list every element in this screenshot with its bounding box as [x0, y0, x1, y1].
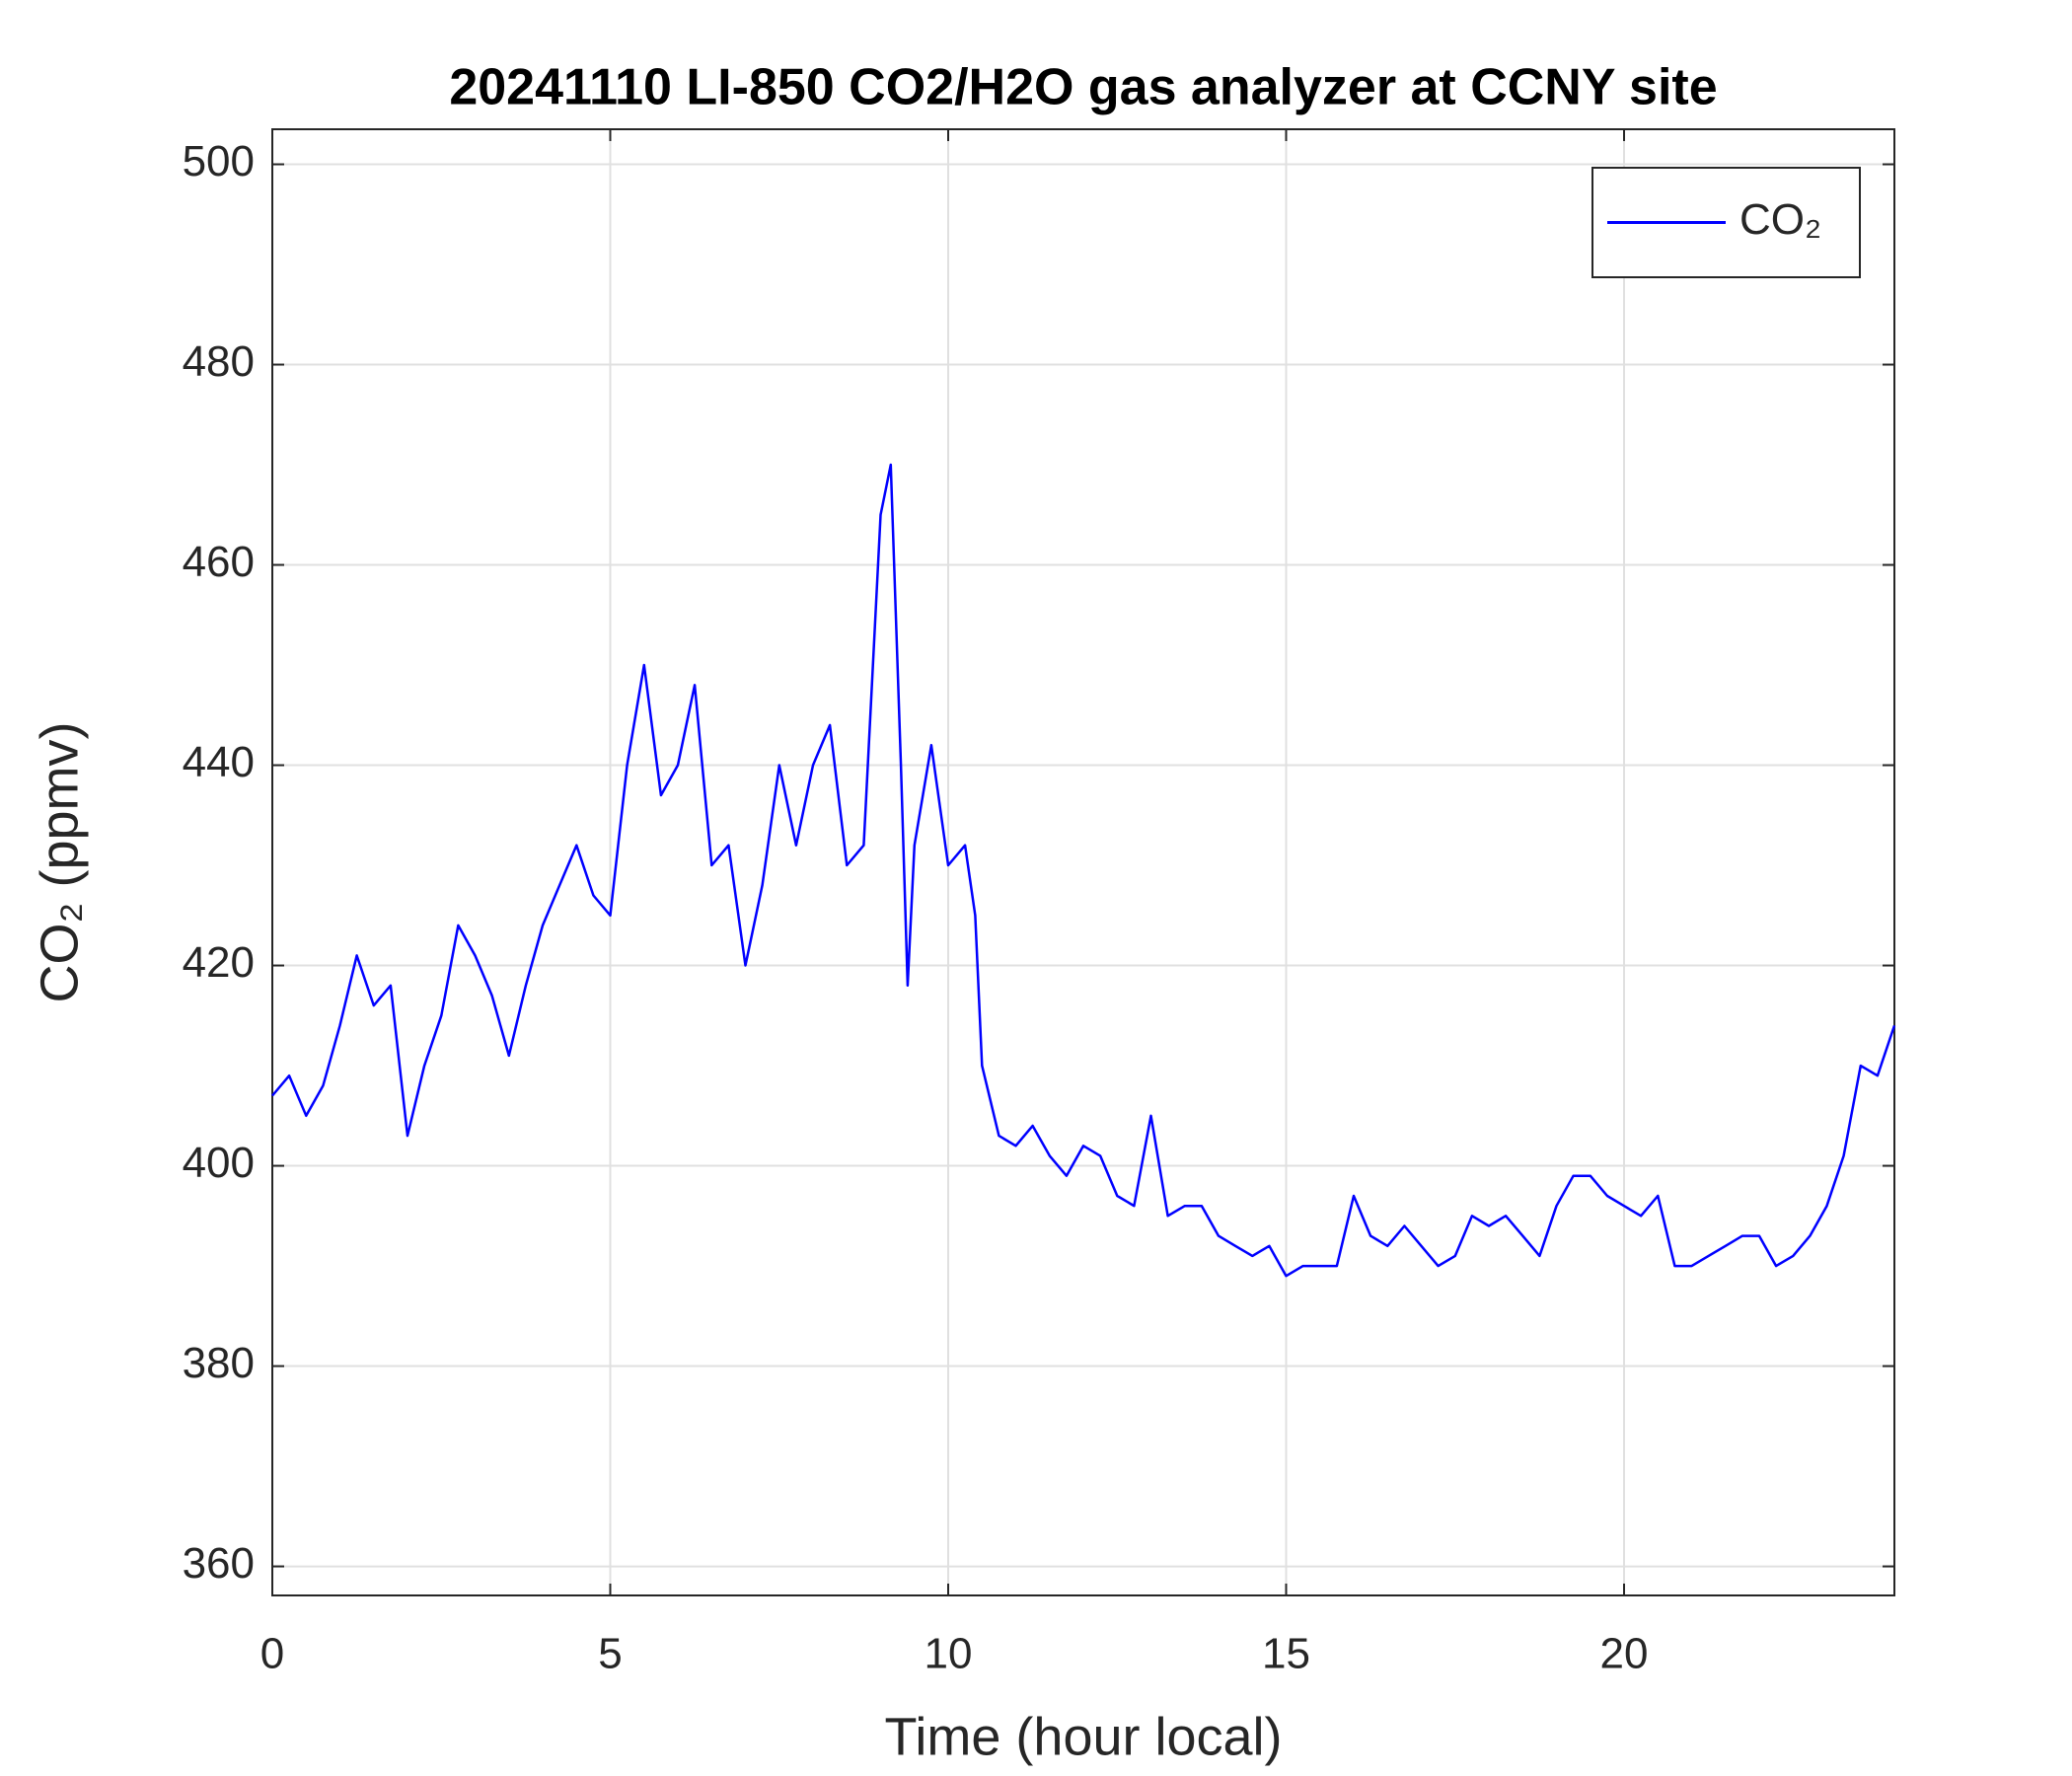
- y-tick-label: 480: [183, 337, 255, 386]
- y-tick-label: 500: [183, 137, 255, 185]
- plot-frame: [271, 128, 1895, 1596]
- y-axis-label: CO₂ (ppmv): [30, 722, 89, 1003]
- chart-title: 20241110 LI-850 CO2/H2O gas analyzer at …: [449, 59, 1717, 116]
- x-tick-label: 20: [1600, 1630, 1649, 1678]
- x-tick-label: 15: [1262, 1630, 1310, 1678]
- y-tick-label: 420: [183, 938, 255, 987]
- y-tick-label: 400: [183, 1139, 255, 1187]
- x-axis-label: Time (hour local): [884, 1707, 1282, 1766]
- legend-label: CO₂: [1739, 195, 1821, 244]
- x-tick-label: 5: [598, 1630, 622, 1678]
- y-tick-label: 460: [183, 538, 255, 586]
- x-tick-label: 10: [925, 1630, 973, 1678]
- y-tick-label: 440: [183, 738, 255, 786]
- data-line: [271, 463, 1896, 1278]
- y-tick-label: 360: [183, 1539, 255, 1588]
- x-tick-label: 0: [260, 1630, 284, 1678]
- y-tick-label: 380: [183, 1339, 255, 1387]
